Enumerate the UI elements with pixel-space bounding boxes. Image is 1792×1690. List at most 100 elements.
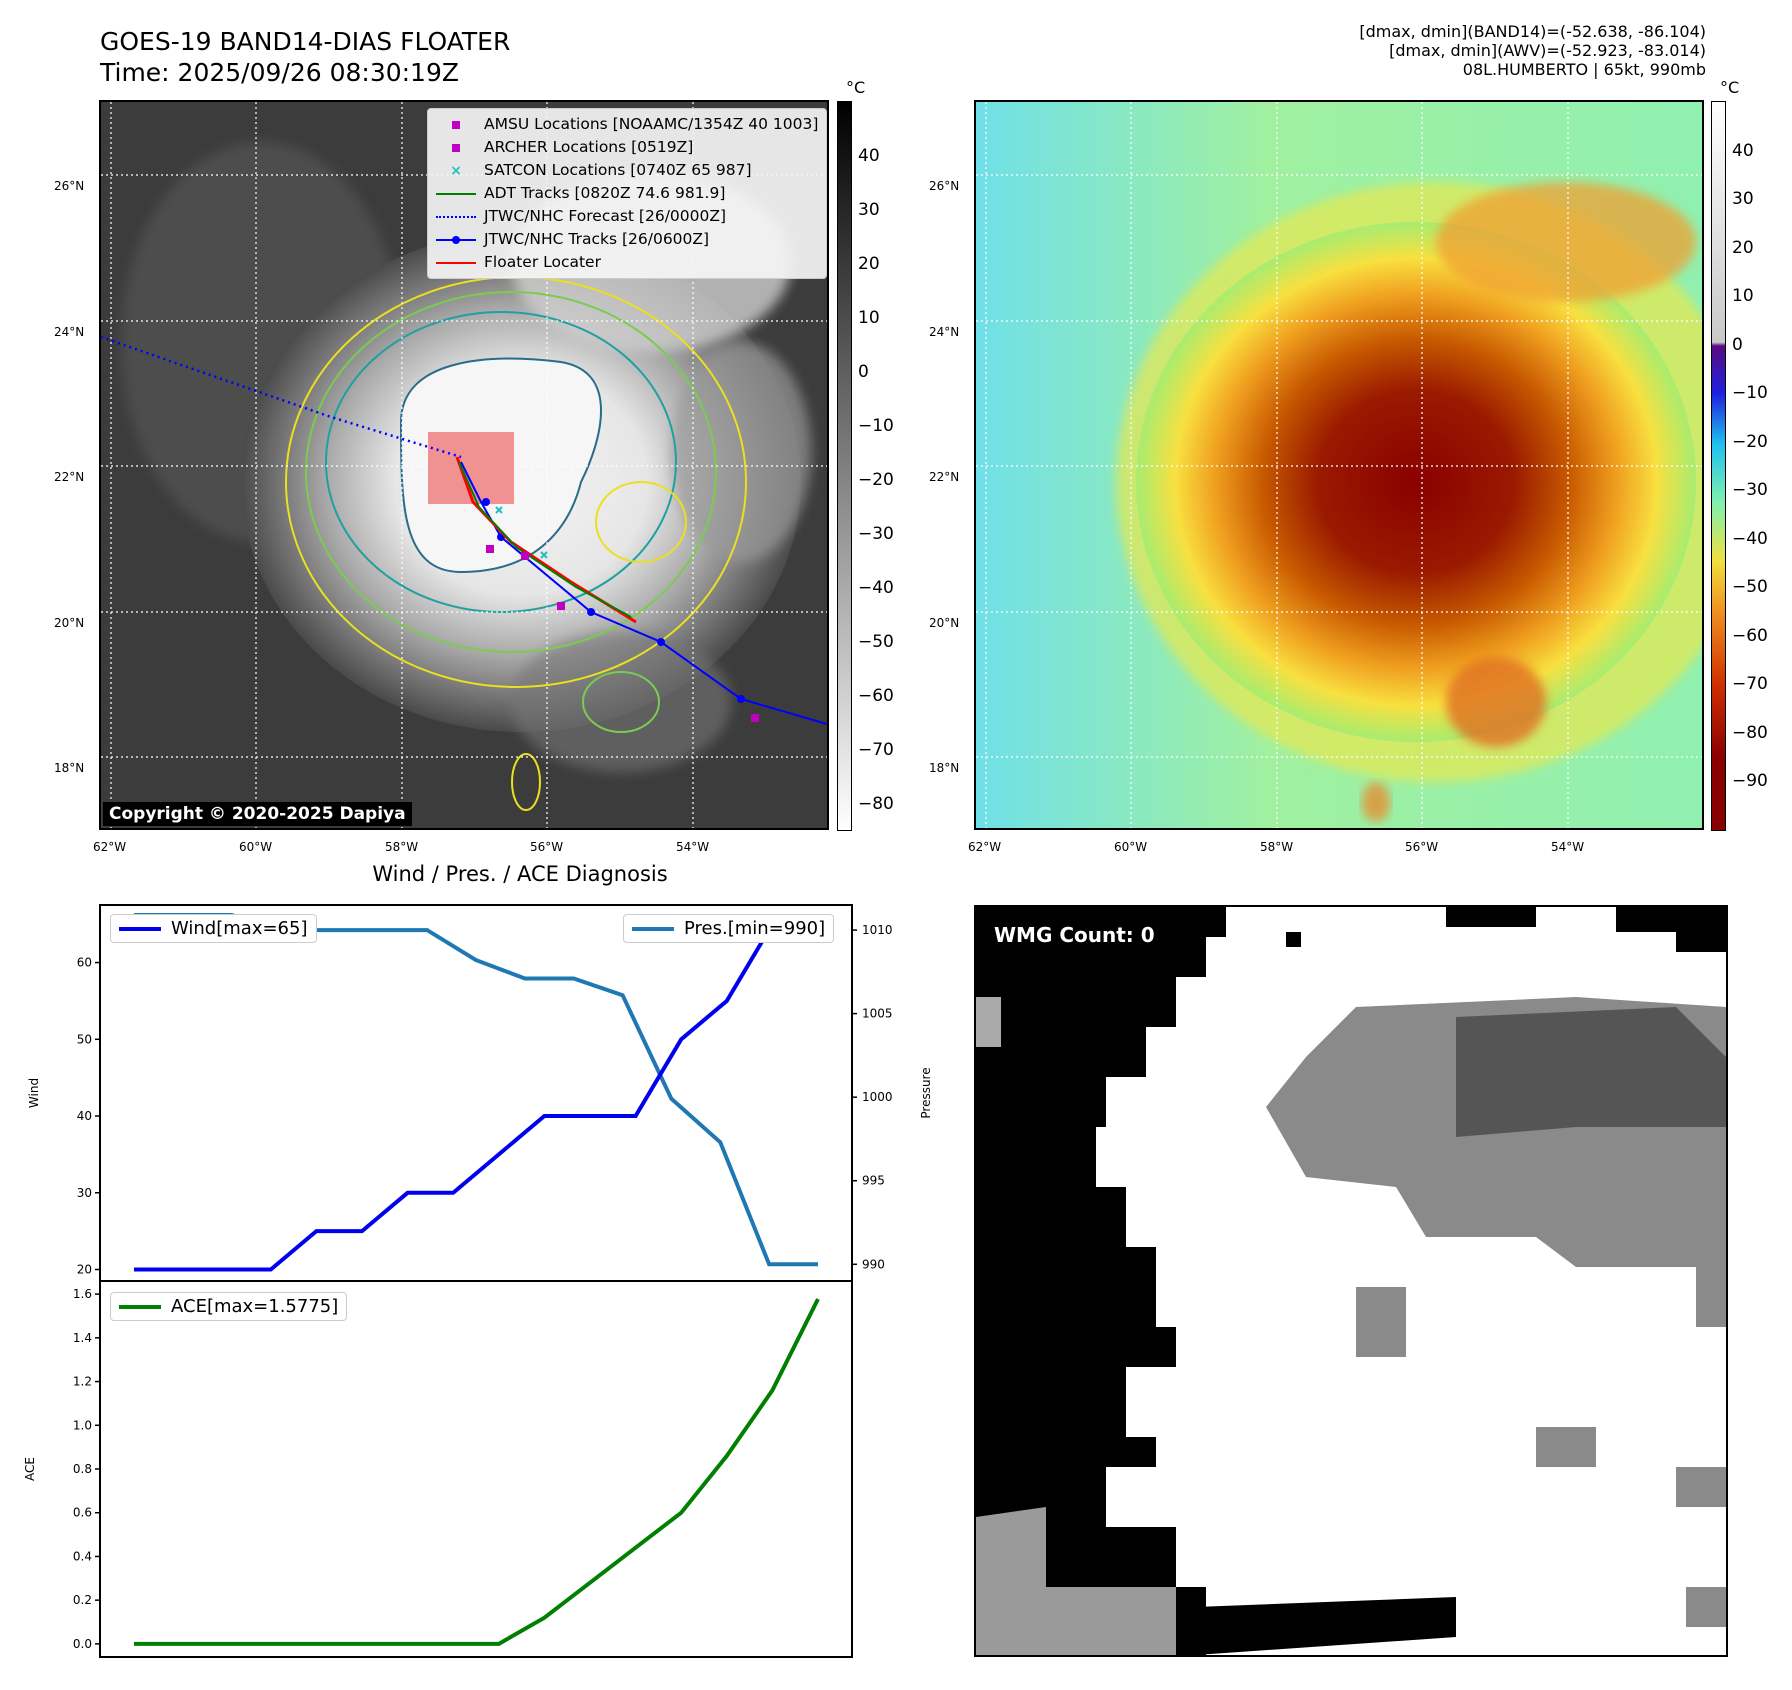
- wind-tick-label: 30: [77, 1186, 92, 1200]
- pres-tick-label: 995: [862, 1174, 885, 1188]
- track-points: [482, 498, 745, 703]
- awv-colorbar-tick: 10: [1732, 286, 1754, 306]
- ace-tick-label: 0.8: [73, 1462, 92, 1476]
- awv-lat-label: 20°N: [929, 616, 960, 630]
- line-dot-icon: [436, 233, 476, 247]
- awv-lat-label: 26°N: [929, 179, 960, 193]
- awv-colorbar-tick: −30: [1732, 480, 1768, 500]
- legend-item-archer: ARCHER Locations [0519Z]: [436, 136, 818, 159]
- wmg-count-label: WMG Count: 0: [994, 923, 1155, 947]
- wind-line: [134, 922, 818, 1272]
- ir-colorbar-tick: 20: [858, 254, 880, 274]
- ir-colorbar-tick: −80: [858, 794, 894, 814]
- awv-lat-label: 22°N: [929, 470, 960, 484]
- ir-colorbar-tick: −40: [858, 578, 894, 598]
- awv-colorbar-tick: 40: [1732, 141, 1754, 161]
- archer-amsu-markers: [486, 545, 759, 722]
- ace-tick-label: 1.2: [73, 1375, 92, 1389]
- awv-lon-label: 54°W: [1551, 840, 1585, 854]
- awv-lon-label: 58°W: [1260, 840, 1294, 854]
- legend-item-forecast: JTWC/NHC Forecast [26/0000Z]: [436, 205, 818, 228]
- wind-tick-label: 20: [77, 1262, 92, 1276]
- ace-tick-label: 0.2: [73, 1593, 92, 1607]
- ace-legend-line-icon: [119, 1304, 161, 1309]
- image-title: GOES-19 BAND14-DIAS FLOATER Time: 2025/0…: [100, 26, 510, 88]
- ir-colorbar-tick: 30: [858, 200, 880, 220]
- awv-colorbar-tick: 20: [1732, 238, 1754, 258]
- awv-colorbar-tick: −90: [1732, 771, 1768, 791]
- awv-map-svg: [976, 102, 1702, 828]
- ace-tick-label: 0.6: [73, 1506, 92, 1520]
- wind-legend: Wind[max=65]: [110, 914, 317, 943]
- pres-tick-label: 1000: [862, 1090, 893, 1104]
- wmg-panel: WMG Count: 0: [974, 905, 1728, 1657]
- ir-colorbar-tick: −50: [858, 632, 894, 652]
- ace-ylabel: ACE: [23, 1457, 37, 1481]
- awv-lon-label: 62°W: [968, 840, 1002, 854]
- awv-lon-label: 56°W: [1405, 840, 1439, 854]
- ace-tick-label: 1.0: [73, 1418, 92, 1432]
- awv-lat-label: 24°N: [929, 325, 960, 339]
- adt-track: [458, 461, 632, 618]
- ir-colorbar-unit: °C: [846, 78, 866, 97]
- wind-ylabel: Wind: [27, 1078, 41, 1108]
- pres-tick-label: 990: [862, 1257, 885, 1271]
- ir-colorbar-tick: 10: [858, 308, 880, 328]
- ace-legend: ACE[max=1.5775]: [110, 1292, 348, 1321]
- ace-axes-frame: [99, 1280, 853, 1658]
- awv-colorbar-tick: −20: [1732, 432, 1768, 452]
- solid-line-icon: [436, 256, 476, 270]
- ace-tick-label: 1.4: [73, 1331, 92, 1345]
- ir-colorbar-tick: −10: [858, 416, 894, 436]
- ace-tick-label: 1.6: [73, 1287, 92, 1301]
- awv-storm: [1136, 222, 1696, 742]
- legend-item-adt: ADT Tracks [0820Z 74.6 981.9]: [436, 182, 818, 205]
- awv-colorbar-unit: °C: [1720, 78, 1740, 97]
- awv-colorbar-tick: −10: [1732, 383, 1768, 403]
- awv-lon-label: 60°W: [1114, 840, 1148, 854]
- legend-item-floater: Floater Locater: [436, 251, 818, 274]
- wind-legend-line-icon: [119, 926, 161, 931]
- ir-lat-label: 20°N: [54, 616, 85, 630]
- ir-colorbar-tick: 0: [858, 362, 869, 382]
- wmg-black-region: [976, 907, 1226, 1655]
- ace-tick-label: 0.4: [73, 1549, 92, 1563]
- wind-tick-label: 40: [77, 1109, 92, 1123]
- copyright-label: Copyright © 2020-2025 Dapiya: [103, 802, 412, 826]
- diag-chart: 60 50 40 30 20 1010 1005 1000 995 990 1.6 1.4 1.2 1.0…: [23, 904, 933, 1658]
- awv-colorbar-tick: −50: [1732, 577, 1768, 597]
- storm-info: [dmax, dmin](BAND14)=(-52.638, -86.104) …: [1359, 22, 1706, 79]
- awv-colorbar-tick: 30: [1732, 189, 1754, 209]
- ace-tick-label: 0.0: [73, 1637, 92, 1651]
- awv-graticule: [976, 102, 1702, 828]
- ir-lon-label: 54°W: [676, 840, 710, 854]
- pres-tick-label: 1005: [862, 1007, 893, 1021]
- pres-ylabel: Pressure: [919, 1067, 933, 1118]
- title-line-1: GOES-19 BAND14-DIAS FLOATER: [100, 27, 511, 56]
- title-line-2: Time: 2025/09/26 08:30:19Z: [100, 58, 459, 87]
- awv-colorbar: [1711, 101, 1726, 831]
- wind-tick-label: 60: [77, 956, 92, 970]
- info-line-1: [dmax, dmin](BAND14)=(-52.638, -86.104): [1359, 22, 1706, 41]
- diag-title: Wind / Pres. / ACE Diagnosis: [372, 862, 668, 886]
- square-marker-icon: [436, 141, 476, 155]
- pres-tick-label: 1010: [862, 923, 893, 937]
- square-marker-icon: [436, 118, 476, 132]
- wmg-svg: [976, 907, 1726, 1655]
- awv-map-panel: [974, 100, 1704, 830]
- ir-colorbar-tick: −60: [858, 686, 894, 706]
- wind-axes-frame: [99, 904, 853, 1282]
- ir-colorbar-tick: −70: [858, 740, 894, 760]
- awv-colorbar-tick: −40: [1732, 529, 1768, 549]
- axis-ticks: 60 50 40 30 20 1010 1005 1000 995 990 1.6 1.4 1.2 1.0…: [73, 923, 893, 1651]
- info-line-3: 08L.HUMBERTO | 65kt, 990mb: [1462, 60, 1706, 79]
- awv-lat-label: 18°N: [929, 761, 960, 775]
- dotted-line-icon: [436, 210, 476, 224]
- pres-legend-line-icon: [632, 926, 674, 931]
- map-legend: AMSU Locations [NOAAMC/1354Z 40 1003] AR…: [427, 108, 827, 279]
- ir-lon-label: 62°W: [93, 840, 127, 854]
- ir-colorbar-tick: 40: [858, 146, 880, 166]
- satcon-markers: [495, 506, 548, 559]
- awv-colorbar-tick: −70: [1732, 674, 1768, 694]
- ir-lat-label: 22°N: [54, 470, 85, 484]
